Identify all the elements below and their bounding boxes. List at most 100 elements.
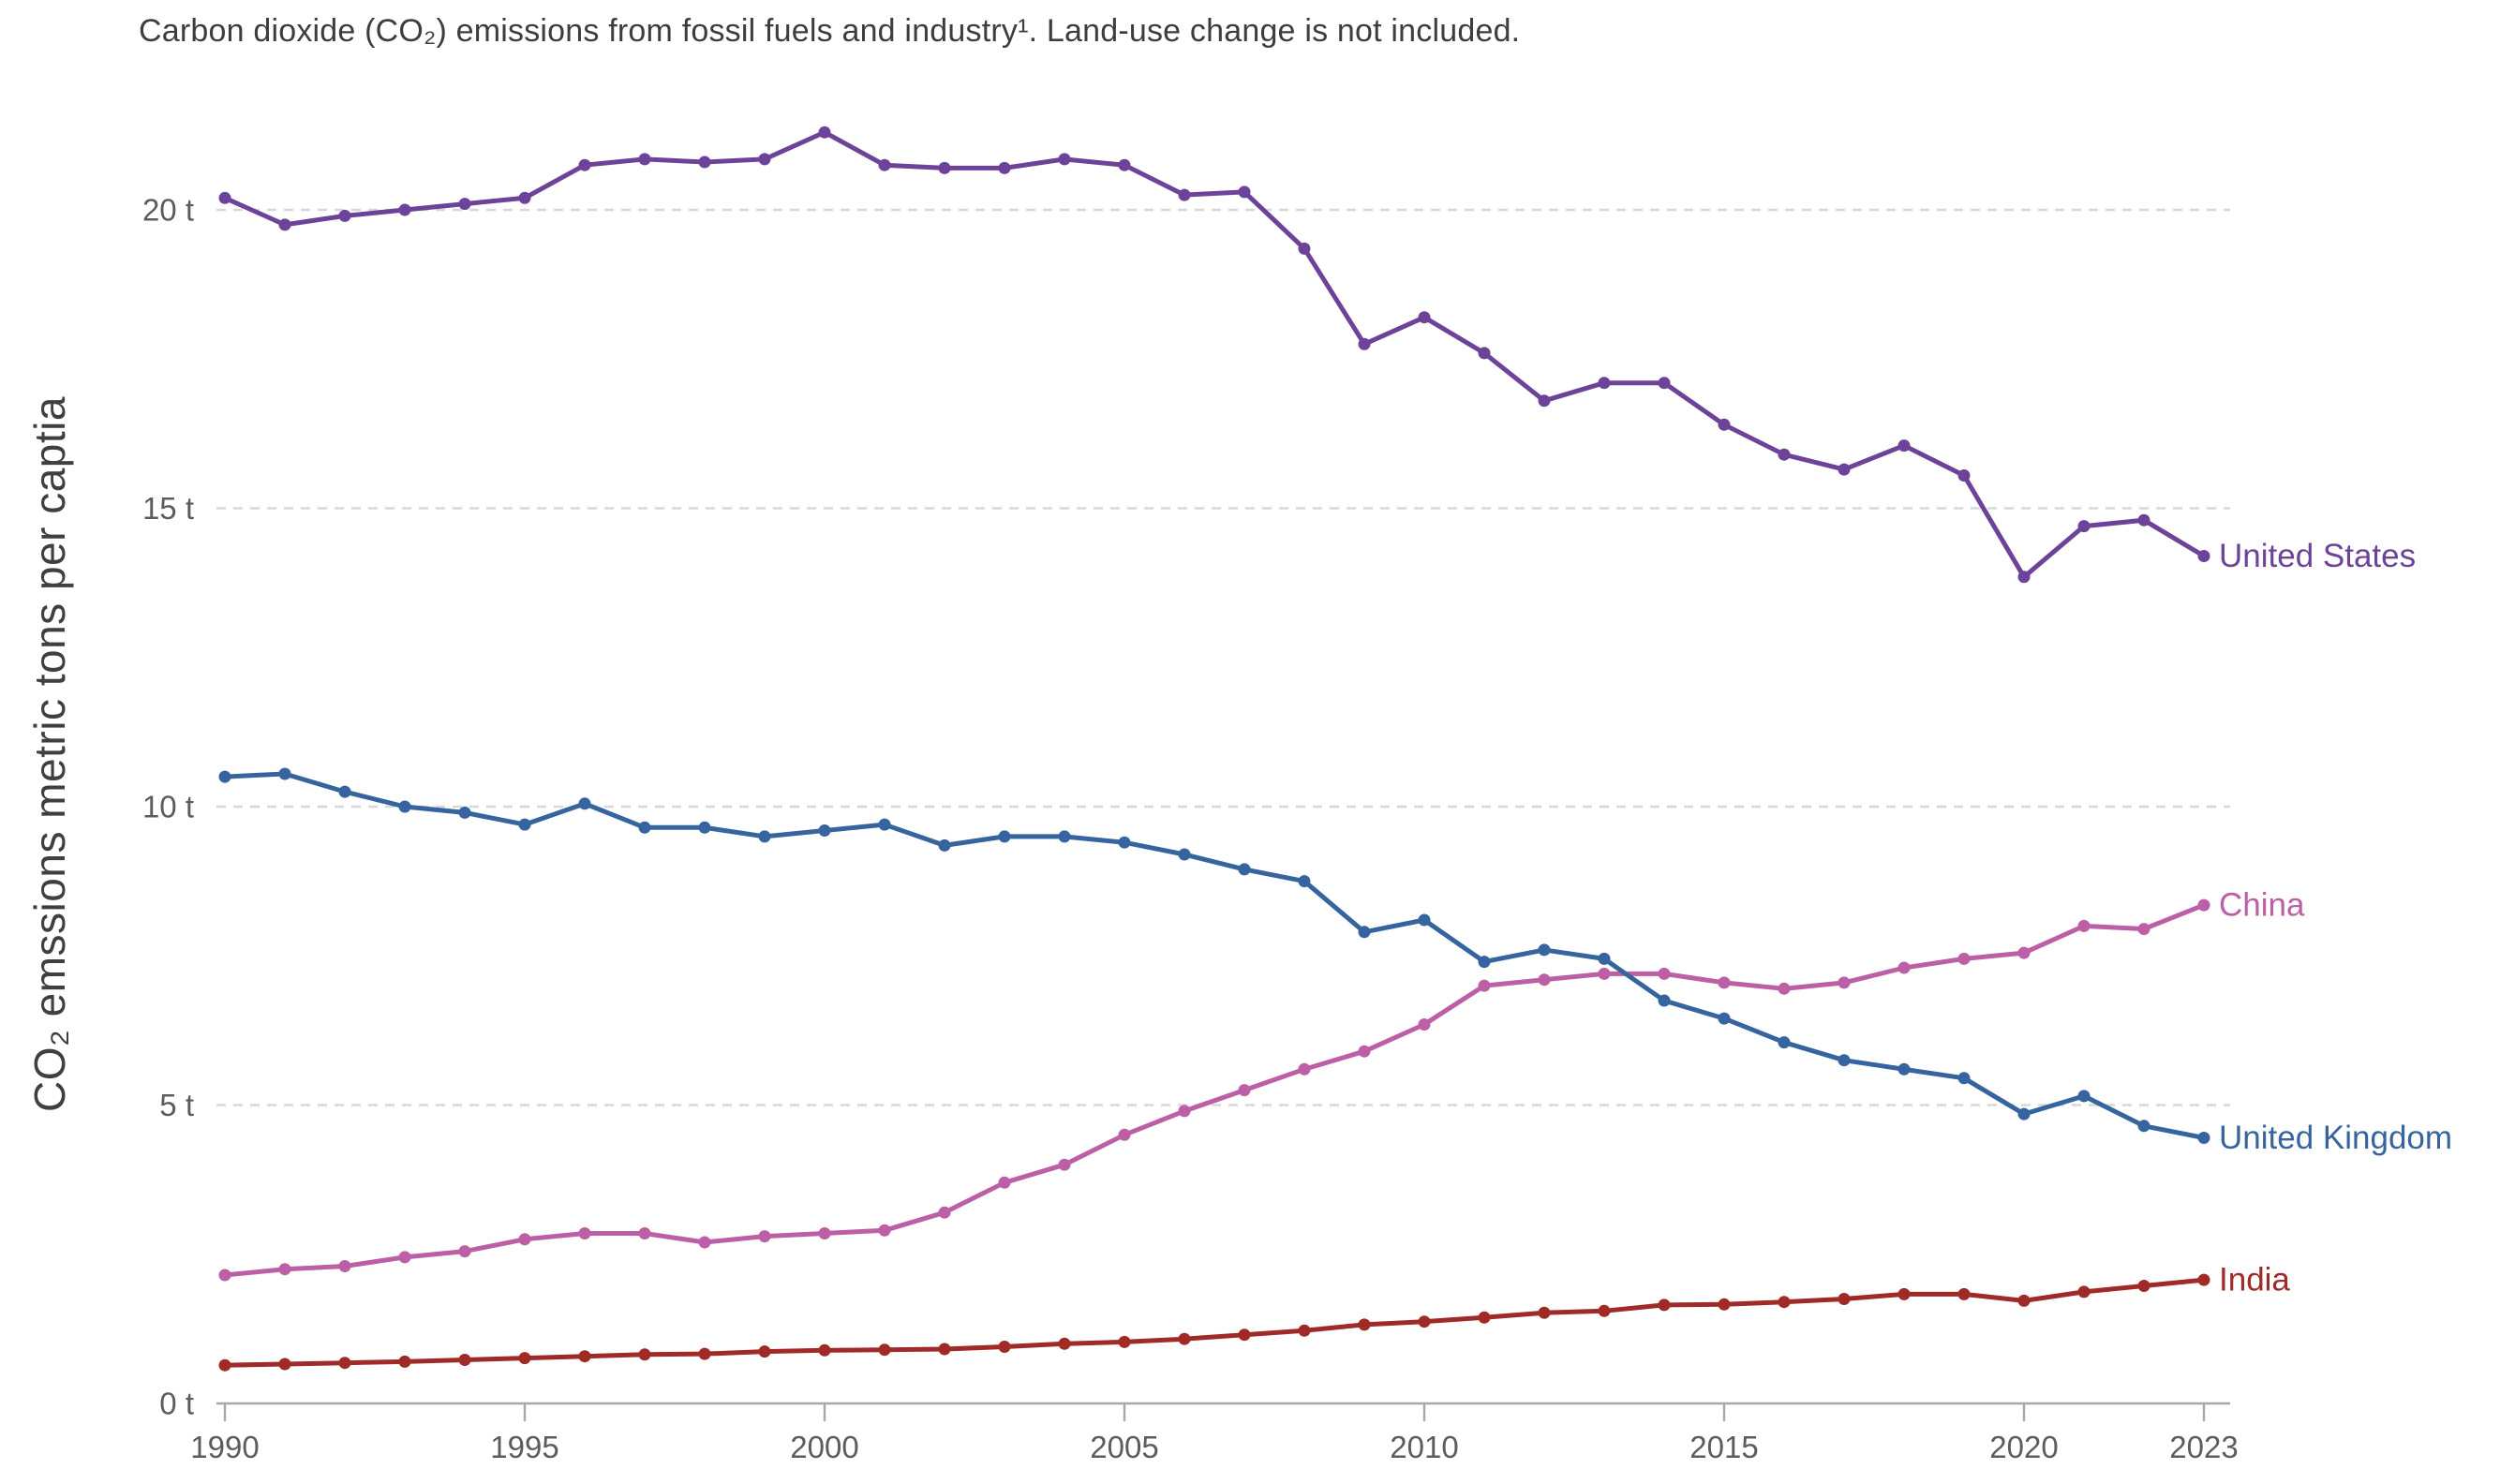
data-point-china-2011 <box>1478 979 1491 992</box>
data-point-india-2015 <box>1718 1298 1731 1311</box>
data-point-india-2023 <box>2197 1273 2210 1286</box>
x-tick-label-2000: 2000 <box>790 1430 858 1464</box>
data-point-united-states-2012 <box>1538 394 1551 408</box>
data-point-united-states-2021 <box>2077 520 2091 533</box>
x-tick-label-2005: 2005 <box>1090 1430 1158 1464</box>
data-point-india-2005 <box>1118 1335 1131 1348</box>
x-tick-label-2010: 2010 <box>1390 1430 1458 1464</box>
data-point-india-1997 <box>638 1348 651 1361</box>
data-point-united-states-1990 <box>218 191 231 204</box>
data-point-united-states-2013 <box>1598 377 1611 390</box>
series-label-united-states: United States <box>2219 538 2416 574</box>
data-point-united-states-1999 <box>758 153 771 166</box>
data-point-united-kingdom-2009 <box>1358 926 1371 939</box>
data-point-india-1994 <box>458 1354 471 1366</box>
data-point-united-kingdom-2015 <box>1718 1012 1731 1025</box>
series-line-china <box>222 902 2207 1278</box>
data-point-united-kingdom-2020 <box>2017 1107 2031 1120</box>
x-tick-label-1995: 1995 <box>490 1430 558 1464</box>
y-tick-label-15t: 15 t <box>142 491 194 526</box>
data-point-united-kingdom-2002 <box>938 838 951 852</box>
data-point-china-2021 <box>2077 919 2091 932</box>
y-tick-label-5t: 5 t <box>159 1088 194 1122</box>
data-point-china-1996 <box>578 1227 591 1239</box>
series-line-india <box>222 1277 2207 1368</box>
data-point-india-2006 <box>1178 1332 1191 1345</box>
data-point-china-2005 <box>1118 1128 1131 1141</box>
data-point-united-kingdom-2018 <box>1897 1062 1911 1076</box>
data-point-united-states-2015 <box>1718 418 1731 431</box>
data-point-india-2021 <box>2077 1285 2091 1298</box>
data-point-china-2019 <box>1957 952 1971 965</box>
data-point-china-2006 <box>1178 1105 1191 1118</box>
data-point-united-states-1996 <box>578 158 591 171</box>
x-tick-label-2015: 2015 <box>1689 1430 1758 1464</box>
data-point-china-2017 <box>1838 976 1851 989</box>
data-point-united-kingdom-2003 <box>998 830 1011 843</box>
data-point-china-2009 <box>1358 1045 1371 1058</box>
data-point-united-kingdom-1995 <box>518 818 531 831</box>
data-point-china-2008 <box>1298 1062 1311 1076</box>
data-point-china-2003 <box>998 1176 1011 1189</box>
data-point-china-2018 <box>1897 961 1911 974</box>
data-point-india-1995 <box>518 1352 531 1365</box>
data-point-united-kingdom-2006 <box>1178 848 1191 861</box>
data-point-united-states-2014 <box>1658 377 1671 390</box>
series-line-united-states <box>222 129 2207 580</box>
data-point-india-1990 <box>218 1358 231 1372</box>
data-point-india-2017 <box>1838 1293 1851 1305</box>
x-tick-label-2020: 2020 <box>1989 1430 2058 1464</box>
data-point-india-2020 <box>2017 1294 2031 1307</box>
data-point-india-2001 <box>878 1343 891 1357</box>
data-point-united-kingdom-2001 <box>878 818 891 831</box>
data-point-china-1997 <box>638 1227 651 1239</box>
data-point-united-states-1992 <box>338 209 351 222</box>
data-point-united-kingdom-2022 <box>2137 1120 2150 1133</box>
data-point-united-states-1993 <box>398 203 411 216</box>
data-point-india-2011 <box>1478 1311 1491 1324</box>
data-point-united-kingdom-2012 <box>1538 943 1551 957</box>
data-point-united-kingdom-1999 <box>758 830 771 843</box>
data-point-united-states-2020 <box>2017 571 2031 584</box>
data-point-united-states-1997 <box>638 153 651 166</box>
data-point-china-2014 <box>1658 967 1671 980</box>
data-point-india-1992 <box>338 1357 351 1370</box>
data-point-china-1990 <box>218 1269 231 1282</box>
data-point-china-2012 <box>1538 973 1551 987</box>
data-point-china-2000 <box>818 1227 831 1239</box>
data-point-united-kingdom-2023 <box>2197 1132 2210 1144</box>
data-point-united-states-1995 <box>518 191 531 204</box>
data-point-united-kingdom-2008 <box>1298 875 1311 888</box>
data-point-united-states-2004 <box>1058 153 1071 166</box>
data-point-china-1995 <box>518 1233 531 1246</box>
data-point-united-kingdom-2005 <box>1118 836 1131 849</box>
data-point-india-2016 <box>1778 1296 1791 1309</box>
series-line-united-kingdom <box>222 771 2207 1140</box>
data-point-india-1998 <box>698 1347 711 1360</box>
data-point-united-kingdom-1992 <box>338 785 351 798</box>
data-point-united-kingdom-2004 <box>1058 830 1071 843</box>
data-point-united-states-2010 <box>1418 311 1431 324</box>
data-point-china-1999 <box>758 1230 771 1243</box>
data-point-united-kingdom-1998 <box>698 821 711 834</box>
data-point-united-states-2002 <box>938 161 951 174</box>
data-point-india-2003 <box>998 1341 1011 1353</box>
data-point-united-states-2017 <box>1838 463 1851 476</box>
data-point-united-kingdom-2014 <box>1658 994 1671 1007</box>
data-point-united-kingdom-2019 <box>1957 1072 1971 1085</box>
data-point-china-1994 <box>458 1245 471 1258</box>
y-tick-label-0t: 0 t <box>159 1387 194 1421</box>
data-point-united-states-2003 <box>998 161 1011 174</box>
data-point-china-2001 <box>878 1224 891 1237</box>
data-point-united-states-2022 <box>2137 513 2150 527</box>
x-tick-label-2023: 2023 <box>2169 1430 2238 1464</box>
chart-title: Carbon dioxide (CO₂) emissions from foss… <box>139 13 1521 49</box>
data-point-china-2020 <box>2017 946 2031 959</box>
data-point-india-2014 <box>1658 1298 1671 1312</box>
data-point-united-kingdom-1991 <box>278 767 291 780</box>
data-point-united-states-2000 <box>818 126 831 139</box>
data-point-united-kingdom-2010 <box>1418 913 1431 927</box>
data-point-united-kingdom-2000 <box>818 824 831 837</box>
